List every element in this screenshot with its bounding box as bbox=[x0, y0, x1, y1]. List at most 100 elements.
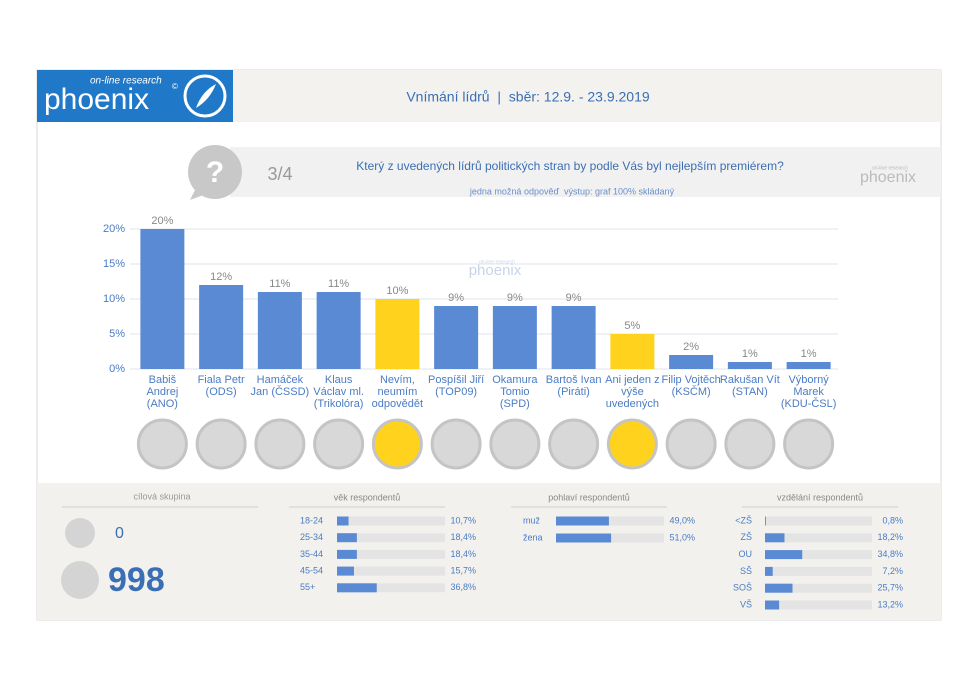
x-tick-label: Výborný Marek (KDU-ČSL) bbox=[780, 374, 837, 410]
value-label: 1% bbox=[801, 348, 817, 360]
bar bbox=[765, 516, 766, 526]
x-tick-label: Okamura Tomio (SPD) bbox=[492, 374, 538, 410]
x-tick-label: Nevím, neumím odpovědět bbox=[371, 374, 424, 410]
watermark-small: on-line research bbox=[872, 165, 908, 171]
bar bbox=[375, 299, 420, 369]
portrait bbox=[783, 418, 835, 470]
question-number: 3/4 bbox=[267, 164, 292, 184]
value-label: 36,8% bbox=[450, 582, 476, 592]
x-tick-label: Fiala Petr (ODS) bbox=[197, 374, 245, 398]
bar bbox=[610, 334, 655, 369]
bar bbox=[492, 306, 537, 369]
value-label: 9% bbox=[448, 292, 464, 304]
bar bbox=[765, 600, 780, 610]
category-label: SŠ bbox=[740, 566, 752, 576]
value-label: 0,8% bbox=[882, 515, 903, 525]
panel-title: vzdělání respondentů bbox=[777, 492, 863, 502]
brand: phoenix bbox=[44, 83, 149, 116]
y-tick-label: 20% bbox=[103, 223, 125, 235]
track bbox=[765, 583, 872, 593]
bar bbox=[337, 516, 349, 526]
value-label: 7,2% bbox=[882, 566, 903, 576]
bar bbox=[556, 516, 609, 526]
value-label: 34,8% bbox=[877, 549, 903, 559]
bar bbox=[337, 583, 377, 593]
bar bbox=[434, 306, 479, 369]
header-title: Vnímání lídrů | sběr: 12.9. - 23.9.2019 bbox=[406, 89, 650, 105]
value-label: 9% bbox=[507, 292, 523, 304]
y-tick-label: 10% bbox=[103, 293, 125, 305]
brand-mark: © bbox=[172, 82, 178, 91]
category-label: OU bbox=[739, 549, 753, 559]
panel-title: věk respondentů bbox=[334, 492, 401, 502]
value-label: 12% bbox=[210, 271, 232, 283]
brand-small: on-line research bbox=[90, 76, 162, 87]
x-tick-label: Ani jeden z výše uvedených bbox=[605, 374, 660, 410]
bar bbox=[765, 550, 803, 560]
question-bubble bbox=[188, 145, 242, 199]
x-tick-label: Hamáček Jan (ČSSD) bbox=[250, 374, 310, 398]
category-label: muž bbox=[523, 515, 541, 525]
value-label: 25,7% bbox=[877, 583, 903, 593]
watermark-small: on-line research bbox=[479, 259, 515, 265]
question-text: Který z uvedených lídrů politických stra… bbox=[356, 159, 784, 173]
x-tick-label: Babiš Andrej (ANO) bbox=[146, 374, 179, 410]
value-label: 11% bbox=[269, 278, 290, 290]
x-tick-label: Rakušan Vít (STAN) bbox=[719, 374, 780, 398]
track bbox=[337, 533, 445, 543]
portrait bbox=[548, 418, 600, 470]
people-icon bbox=[61, 561, 99, 599]
track bbox=[765, 550, 872, 560]
value-label: 15,7% bbox=[450, 565, 476, 575]
x-tick-label: Klaus Václav ml. (Trikolóra) bbox=[313, 374, 364, 410]
bar bbox=[556, 533, 612, 543]
category-label: ZŠ bbox=[740, 532, 752, 542]
category-label: 35-44 bbox=[300, 549, 323, 559]
value-label: 18,4% bbox=[450, 549, 476, 559]
value-label: 18,4% bbox=[450, 532, 476, 542]
y-tick-label: 15% bbox=[103, 258, 125, 270]
track bbox=[765, 600, 872, 610]
portrait bbox=[606, 418, 658, 470]
bar bbox=[765, 583, 793, 593]
category-label: <ZŠ bbox=[735, 515, 752, 525]
value-label: 49,0% bbox=[669, 515, 695, 525]
category-label: 25-34 bbox=[300, 532, 323, 542]
question-band bbox=[230, 147, 941, 197]
bar bbox=[337, 566, 354, 576]
value-label: 20% bbox=[151, 215, 173, 227]
y-tick-label: 5% bbox=[109, 328, 125, 340]
track bbox=[765, 533, 872, 543]
category-label: 45-54 bbox=[300, 565, 323, 575]
bar bbox=[727, 362, 772, 369]
watermark-brand: phoenix bbox=[860, 169, 916, 186]
x-tick-label: Pospíšil Jiří (TOP09) bbox=[428, 374, 485, 398]
value-label: 51,0% bbox=[669, 532, 695, 542]
logo-circle bbox=[183, 74, 227, 118]
target-title: cílová skupina bbox=[133, 491, 190, 501]
question-icon: ? bbox=[206, 156, 224, 189]
value-label: 18,2% bbox=[877, 532, 903, 542]
portrait bbox=[430, 418, 482, 470]
value-label: 13,2% bbox=[877, 599, 903, 609]
track bbox=[337, 549, 445, 559]
portrait bbox=[724, 418, 776, 470]
value-label: 11% bbox=[328, 278, 349, 290]
respondent-count: 998 bbox=[108, 561, 165, 599]
bar bbox=[257, 292, 302, 369]
bar bbox=[765, 566, 773, 576]
watermark-brand: phoenix bbox=[469, 262, 522, 279]
bar bbox=[316, 292, 361, 369]
track bbox=[337, 583, 445, 593]
portrait bbox=[665, 418, 717, 470]
bar bbox=[786, 362, 831, 369]
target-value: 0 bbox=[115, 525, 124, 542]
track bbox=[337, 516, 445, 526]
bar bbox=[765, 533, 785, 543]
portrait bbox=[195, 418, 247, 470]
y-tick-label: 0% bbox=[109, 363, 125, 375]
value-label: 1% bbox=[742, 348, 758, 360]
portrait bbox=[313, 418, 365, 470]
track bbox=[556, 516, 664, 526]
